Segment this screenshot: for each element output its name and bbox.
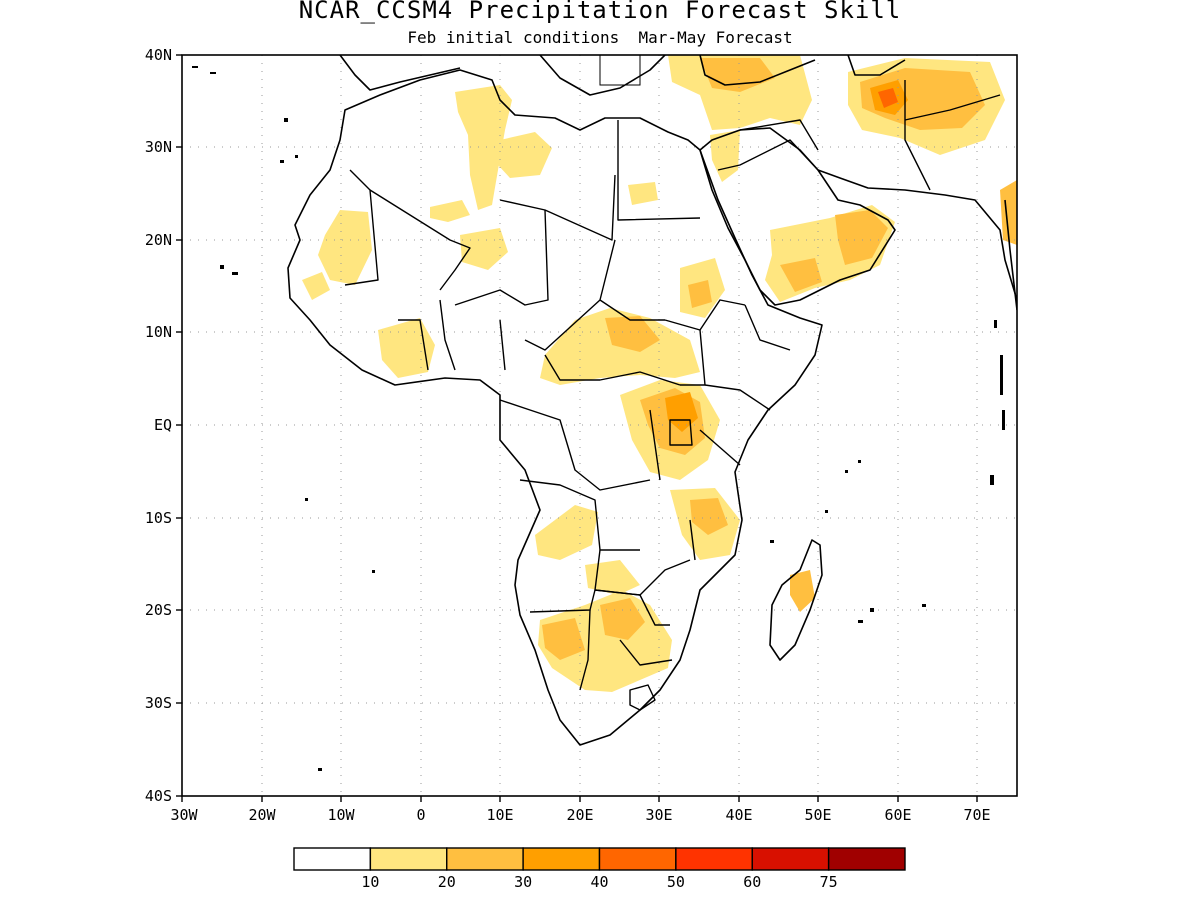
lon-label: 40E (725, 806, 752, 824)
colorbar-label: 20 (438, 873, 456, 891)
lon-label: 30W (170, 806, 198, 824)
skill-patch-namibia-mid (542, 618, 585, 660)
skill-patch-senegal (302, 272, 330, 300)
colorbar-label: 10 (361, 873, 379, 891)
lat-label: 20S (145, 601, 172, 619)
lon-label: 10W (327, 806, 355, 824)
colorbar-swatch (446, 847, 524, 871)
colorbar-label: 30 (514, 873, 532, 891)
lon-label: 60E (884, 806, 911, 824)
skill-patch-india-west (1000, 180, 1017, 245)
lon-label: 20W (248, 806, 276, 824)
lon-label: 70E (963, 806, 990, 824)
colorbar-label: 40 (590, 873, 608, 891)
colorbar-swatch (293, 847, 372, 871)
caspian-coast (847, 55, 906, 76)
skill-patch-iran-peak (878, 88, 898, 108)
colorbar-swatch (675, 847, 753, 871)
skill-patch-libya (628, 182, 658, 205)
skill-patch-tanzania-mid (690, 498, 728, 535)
skill-patch-levant-mid (700, 58, 775, 92)
country-borders (344, 80, 1001, 711)
skill-patch-nw-sahara (455, 85, 512, 210)
colorbar-label: 60 (743, 873, 761, 891)
axis-ticks (176, 54, 978, 802)
lon-labels: 30W 20W 10W 0 10E 20E 30E 40E 50E 60E 70… (170, 806, 990, 824)
chart-subtitle: Feb initial conditions Mar-May Forecast (407, 28, 793, 47)
lon-label: 30E (645, 806, 672, 824)
skill-patch-egypt-arabia (710, 130, 740, 182)
skill-patch-sahel-west (430, 200, 470, 222)
colorbar-swatch (522, 847, 601, 871)
lon-label: 50E (804, 806, 831, 824)
colorbar-label: 50 (667, 873, 685, 891)
skill-patch-sudan-mid (688, 280, 712, 308)
europe-coast (339, 55, 816, 96)
colorbar-swatch (598, 847, 677, 871)
skill-patch-botswana-mid (600, 598, 645, 640)
lon-label: 0 (416, 806, 425, 824)
africa-outline (287, 69, 823, 746)
arabia-outline (699, 127, 896, 306)
lon-label: 20E (566, 806, 593, 824)
lat-label: 10N (145, 323, 172, 341)
lat-label: 40S (145, 787, 172, 805)
lat-label: 30S (145, 694, 172, 712)
india-coast (1004, 199, 1017, 311)
skill-patch-angola (535, 505, 598, 560)
skill-patch-west-africa (378, 318, 435, 378)
skill-patch-madagascar (790, 570, 815, 612)
skill-patch-mauritania (318, 210, 372, 285)
iran-coast (817, 169, 1017, 301)
lat-label: 40N (145, 46, 172, 64)
lat-label: 20N (145, 231, 172, 249)
lat-label: 30N (145, 138, 172, 156)
islands (192, 54, 1005, 771)
skill-patch-oman (835, 210, 888, 265)
skill-patch-car-mid (605, 316, 660, 352)
colorbar: 10 20 30 40 50 60 75 (293, 847, 906, 891)
lat-label: EQ (154, 416, 172, 434)
coastline (287, 55, 1017, 746)
colorbar-swatch (751, 847, 830, 871)
skill-patch-yemen (780, 258, 822, 292)
lat-label: 10S (145, 509, 172, 527)
skill-patch-zambia (585, 560, 640, 595)
skill-patch-niger (460, 228, 508, 270)
lat-labels: 40N 30N 20N 10N EQ 10S 20S 30S 40S (145, 46, 172, 805)
colorbar-label: 75 (820, 873, 838, 891)
skill-patch-central-sahara (498, 132, 552, 178)
lon-label: 10E (486, 806, 513, 824)
colorbar-swatch (369, 847, 448, 871)
chart-title: NCAR_CCSM4 Precipitation Forecast Skill (298, 0, 902, 24)
madagascar-outline (769, 539, 823, 661)
colorbar-swatch (827, 847, 906, 871)
